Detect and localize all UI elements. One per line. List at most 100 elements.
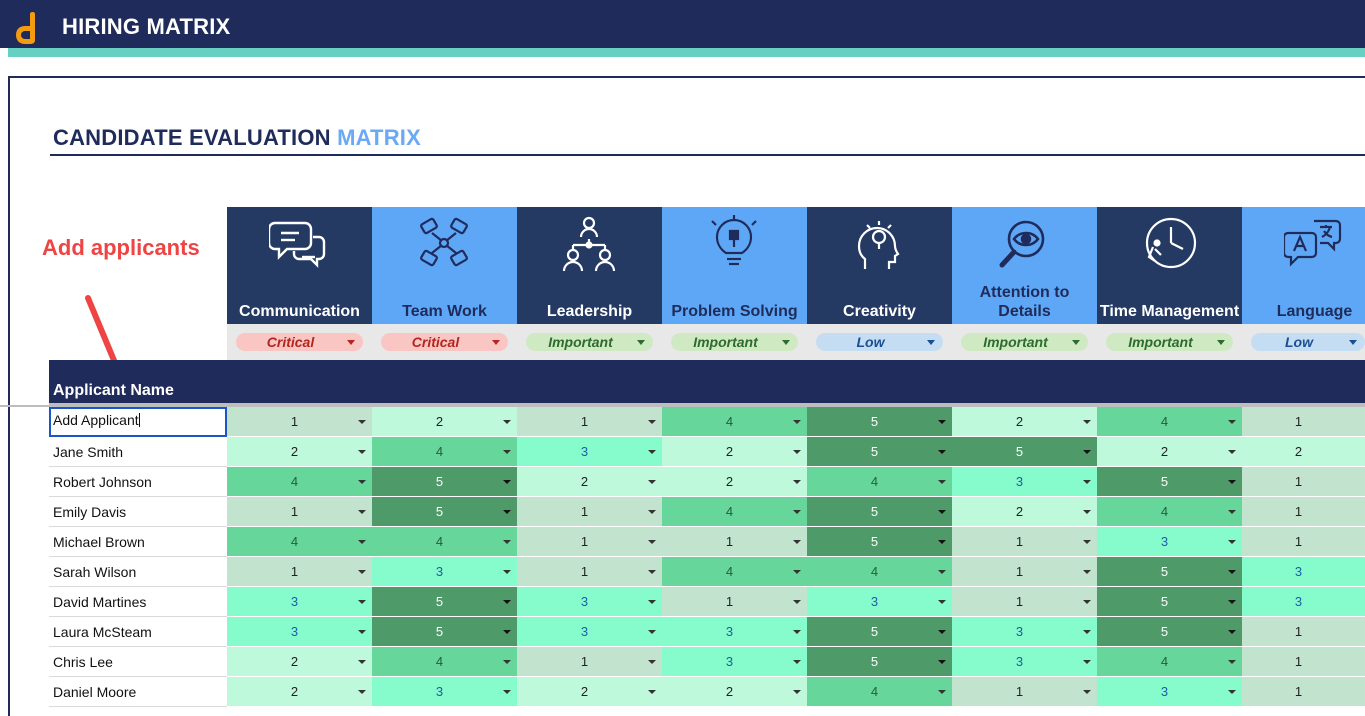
- score-dropdown[interactable]: 1: [1242, 527, 1365, 557]
- priority-dropdown-creativity[interactable]: Low: [816, 333, 943, 351]
- score-dropdown[interactable]: 3: [807, 587, 952, 617]
- score-dropdown[interactable]: 5: [1097, 467, 1242, 497]
- priority-dropdown-team-work[interactable]: Critical: [381, 333, 508, 351]
- score-dropdown[interactable]: 1: [517, 407, 662, 437]
- score-dropdown[interactable]: 2: [662, 677, 807, 707]
- priority-dropdown-communication[interactable]: Critical: [236, 333, 363, 351]
- priority-dropdown-language[interactable]: Low: [1251, 333, 1365, 351]
- applicant-name-cell[interactable]: Jane Smith: [49, 437, 227, 467]
- score-dropdown[interactable]: 1: [952, 677, 1097, 707]
- score-dropdown[interactable]: 1: [227, 557, 372, 587]
- applicant-name-input[interactable]: Add Applicant: [49, 407, 227, 437]
- score-dropdown[interactable]: 3: [372, 557, 517, 587]
- score-dropdown[interactable]: 2: [952, 407, 1097, 437]
- score-dropdown[interactable]: 2: [952, 497, 1097, 527]
- applicant-name-cell[interactable]: Chris Lee: [49, 647, 227, 677]
- score-dropdown[interactable]: 1: [227, 407, 372, 437]
- score-dropdown[interactable]: 2: [662, 467, 807, 497]
- score-dropdown[interactable]: 1: [662, 527, 807, 557]
- score-dropdown[interactable]: 2: [372, 407, 517, 437]
- dropdown-arrow-icon: [1228, 570, 1236, 574]
- score-dropdown[interactable]: 1: [952, 587, 1097, 617]
- score-dropdown[interactable]: 2: [517, 467, 662, 497]
- score-dropdown[interactable]: 4: [807, 467, 952, 497]
- score-dropdown[interactable]: 3: [517, 617, 662, 647]
- score-dropdown[interactable]: 5: [807, 647, 952, 677]
- score-dropdown[interactable]: 4: [372, 527, 517, 557]
- applicant-name-cell[interactable]: Michael Brown: [49, 527, 227, 557]
- score-dropdown[interactable]: 1: [952, 557, 1097, 587]
- score-dropdown[interactable]: 3: [662, 647, 807, 677]
- score-dropdown[interactable]: 1: [517, 527, 662, 557]
- score-dropdown[interactable]: 4: [662, 407, 807, 437]
- score-dropdown[interactable]: 3: [1242, 557, 1365, 587]
- score-dropdown[interactable]: 2: [662, 437, 807, 467]
- score-dropdown[interactable]: 1: [1242, 677, 1365, 707]
- score-dropdown[interactable]: 4: [662, 497, 807, 527]
- score-dropdown[interactable]: 5: [372, 587, 517, 617]
- score-dropdown[interactable]: 4: [1097, 497, 1242, 527]
- score-dropdown[interactable]: 2: [227, 647, 372, 677]
- score-dropdown[interactable]: 1: [1242, 407, 1365, 437]
- priority-dropdown-attention-to-details[interactable]: Important: [961, 333, 1088, 351]
- score-dropdown[interactable]: 5: [807, 437, 952, 467]
- score-dropdown[interactable]: 3: [662, 617, 807, 647]
- score-dropdown[interactable]: 3: [952, 467, 1097, 497]
- score-dropdown[interactable]: 3: [372, 677, 517, 707]
- score-dropdown[interactable]: 1: [517, 557, 662, 587]
- score-dropdown[interactable]: 3: [227, 587, 372, 617]
- score-dropdown[interactable]: 5: [1097, 617, 1242, 647]
- applicant-name-cell[interactable]: Emily Davis: [49, 497, 227, 527]
- score-dropdown[interactable]: 4: [227, 467, 372, 497]
- score-dropdown[interactable]: 4: [807, 557, 952, 587]
- score-dropdown[interactable]: 1: [1242, 647, 1365, 677]
- score-dropdown[interactable]: 3: [227, 617, 372, 647]
- score-dropdown[interactable]: 4: [227, 527, 372, 557]
- score-dropdown[interactable]: 3: [1242, 587, 1365, 617]
- score-dropdown[interactable]: 5: [372, 467, 517, 497]
- applicant-name-cell[interactable]: David Martines: [49, 587, 227, 617]
- score-dropdown[interactable]: 4: [1097, 647, 1242, 677]
- score-dropdown[interactable]: 2: [227, 677, 372, 707]
- score-dropdown[interactable]: 5: [1097, 557, 1242, 587]
- applicant-name-cell[interactable]: Robert Johnson: [49, 467, 227, 497]
- score-dropdown[interactable]: 4: [372, 437, 517, 467]
- score-dropdown[interactable]: 5: [372, 497, 517, 527]
- score-dropdown[interactable]: 2: [1097, 437, 1242, 467]
- score-dropdown[interactable]: 1: [1242, 467, 1365, 497]
- score-dropdown[interactable]: 4: [1097, 407, 1242, 437]
- score-dropdown[interactable]: 4: [662, 557, 807, 587]
- score-dropdown[interactable]: 5: [807, 407, 952, 437]
- score-dropdown[interactable]: 1: [662, 587, 807, 617]
- priority-dropdown-problem-solving[interactable]: Important: [671, 333, 798, 351]
- priority-dropdown-time-management[interactable]: Important: [1106, 333, 1233, 351]
- score-dropdown[interactable]: 3: [952, 647, 1097, 677]
- score-dropdown[interactable]: 1: [952, 527, 1097, 557]
- score-dropdown[interactable]: 5: [372, 617, 517, 647]
- priority-dropdown-leadership[interactable]: Important: [526, 333, 653, 351]
- score-dropdown[interactable]: 1: [517, 647, 662, 677]
- score-dropdown[interactable]: 2: [517, 677, 662, 707]
- score-dropdown[interactable]: 2: [227, 437, 372, 467]
- score-dropdown[interactable]: 5: [807, 497, 952, 527]
- score-value: 4: [435, 534, 444, 549]
- score-dropdown[interactable]: 5: [807, 617, 952, 647]
- score-dropdown[interactable]: 1: [1242, 497, 1365, 527]
- score-dropdown[interactable]: 3: [952, 617, 1097, 647]
- applicant-name-cell[interactable]: Sarah Wilson: [49, 557, 227, 587]
- score-dropdown[interactable]: 5: [807, 527, 952, 557]
- score-dropdown[interactable]: 3: [1097, 527, 1242, 557]
- score-dropdown[interactable]: 5: [952, 437, 1097, 467]
- score-dropdown[interactable]: 3: [517, 437, 662, 467]
- applicant-name-cell[interactable]: Daniel Moore: [49, 677, 227, 707]
- score-dropdown[interactable]: 5: [1097, 587, 1242, 617]
- score-dropdown[interactable]: 1: [517, 497, 662, 527]
- score-dropdown[interactable]: 1: [1242, 617, 1365, 647]
- applicant-name-cell[interactable]: Laura McSteam: [49, 617, 227, 647]
- score-dropdown[interactable]: 4: [372, 647, 517, 677]
- score-dropdown[interactable]: 3: [1097, 677, 1242, 707]
- score-dropdown[interactable]: 2: [1242, 437, 1365, 467]
- score-dropdown[interactable]: 4: [807, 677, 952, 707]
- score-dropdown[interactable]: 1: [227, 497, 372, 527]
- score-dropdown[interactable]: 3: [517, 587, 662, 617]
